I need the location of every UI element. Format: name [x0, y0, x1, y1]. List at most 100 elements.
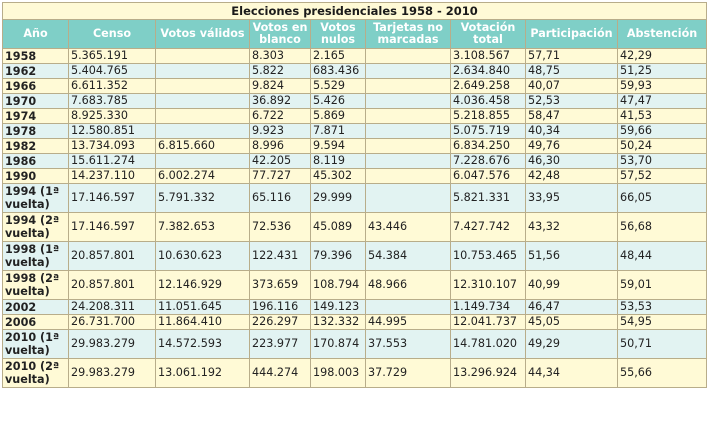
year-cell: 1994 (1ª vuelta) [2, 183, 69, 213]
year-cell: 1998 (2ª vuelta) [2, 270, 69, 300]
table-cell: 170.874 [310, 329, 366, 359]
column-header: Votos en blanco [249, 19, 311, 49]
column-header: Censo [68, 19, 156, 49]
year-cell: 2006 [2, 314, 69, 330]
table-cell: 44.995 [365, 314, 451, 330]
table-cell: 47,47 [616, 93, 708, 109]
table-cell: 59,93 [616, 78, 708, 94]
table-cell: 29.983.279 [68, 358, 156, 388]
table-cell [365, 153, 451, 169]
table-cell: 40,07 [525, 78, 618, 94]
table-cell: 17.146.597 [68, 183, 156, 213]
column-header: Votación total [450, 19, 526, 49]
table-cell: 43.446 [365, 212, 451, 242]
table-cell: 6.834.250 [450, 138, 526, 154]
table-row: 1990 14.237.110 6.002.274 77.727 45.302 6.047… [2, 168, 708, 184]
table-cell: 8.303 [249, 48, 311, 64]
table-cell: 132.332 [310, 314, 366, 330]
table-cell: 66,05 [616, 183, 708, 213]
table-cell: 49,29 [525, 329, 618, 359]
year-cell: 1978 [2, 123, 69, 139]
table-cell: 72.536 [249, 212, 311, 242]
table-body: 1958 5.365.191 8.303 2.165 3.108.567 57,71 42,… [2, 48, 708, 388]
table-cell: 7.871 [310, 123, 366, 139]
table-cell: 43,32 [525, 212, 618, 242]
table-cell [365, 123, 451, 139]
table-cell: 53,70 [616, 153, 708, 169]
table-cell: 149.123 [310, 299, 366, 315]
table-cell: 2.649.258 [450, 78, 526, 94]
year-cell: 1990 [2, 168, 69, 184]
table-cell [155, 63, 250, 79]
table-cell: 46,47 [525, 299, 618, 315]
table-cell [365, 299, 451, 315]
table-cell: 37.729 [365, 358, 451, 388]
table-title: Elecciones presidenciales 1958 - 2010 [1, 2, 708, 20]
table-row: 1982 13.734.093 6.815.660 8.996 9.594 6.834.2… [2, 138, 708, 154]
table-cell: 20.857.801 [68, 241, 156, 271]
table-cell: 45,05 [525, 314, 618, 330]
table-cell: 52,53 [525, 93, 618, 109]
table-cell: 683.436 [310, 63, 366, 79]
table-cell: 13.296.924 [450, 358, 526, 388]
column-header: Participación [525, 19, 618, 49]
table-cell [155, 153, 250, 169]
table-cell: 5.529 [310, 78, 366, 94]
table-cell: 48.966 [365, 270, 451, 300]
column-header: Abstención [616, 19, 708, 49]
table-cell [365, 78, 451, 94]
table-cell: 2.165 [310, 48, 366, 64]
table-cell: 42,29 [616, 48, 708, 64]
table-cell: 3.108.567 [450, 48, 526, 64]
table-cell: 5.821.331 [450, 183, 526, 213]
table-cell: 36.892 [249, 93, 311, 109]
table-cell: 50,24 [616, 138, 708, 154]
table-cell: 122.431 [249, 241, 311, 271]
year-cell: 1974 [2, 108, 69, 124]
year-cell: 1986 [2, 153, 69, 169]
table-wrapper: Elecciones presidenciales 1958 - 2010 Añ… [1, 2, 708, 388]
table-cell: 6.047.576 [450, 168, 526, 184]
table-cell: 56,68 [616, 212, 708, 242]
table-cell: 33,95 [525, 183, 618, 213]
table-cell: 13.061.192 [155, 358, 250, 388]
table-cell: 9.824 [249, 78, 311, 94]
table-cell: 5.426 [310, 93, 366, 109]
table-cell: 9.923 [249, 123, 311, 139]
elections-table: Elecciones presidenciales 1958 - 2010 Añ… [1, 2, 708, 388]
table-cell: 17.146.597 [68, 212, 156, 242]
table-cell: 45.089 [310, 212, 366, 242]
table-cell: 9.594 [310, 138, 366, 154]
year-cell: 1958 [2, 48, 69, 64]
table-cell [365, 183, 451, 213]
table-cell [365, 138, 451, 154]
table-cell: 6.815.660 [155, 138, 250, 154]
table-row: 1974 8.925.330 6.722 5.869 5.218.855 58,47 41,… [2, 108, 708, 124]
table-cell: 373.659 [249, 270, 311, 300]
table-row: 1962 5.404.765 5.822 683.436 2.634.840 48,75 5… [2, 63, 708, 79]
table-cell: 6.002.274 [155, 168, 250, 184]
column-header: Año [2, 19, 69, 49]
table-cell: 57,71 [525, 48, 618, 64]
table-cell [365, 48, 451, 64]
header-row: Año Censo Votos válidos Votos en blanco Voto… [2, 19, 708, 49]
table-cell [155, 78, 250, 94]
table-cell: 7.228.676 [450, 153, 526, 169]
table-cell: 65.116 [249, 183, 311, 213]
table-cell: 40,34 [525, 123, 618, 139]
year-cell: 1970 [2, 93, 69, 109]
year-cell: 1998 (1ª vuelta) [2, 241, 69, 271]
table-cell: 5.869 [310, 108, 366, 124]
table-cell: 12.041.737 [450, 314, 526, 330]
table-cell: 5.075.719 [450, 123, 526, 139]
table-cell: 42,48 [525, 168, 618, 184]
table-row: 2010 (1ª vuelta) 29.983.279 14.572.593 223.… [2, 329, 708, 359]
table-cell: 44,34 [525, 358, 618, 388]
table-cell: 444.274 [249, 358, 311, 388]
year-cell: 1966 [2, 78, 69, 94]
table-cell: 55,66 [616, 358, 708, 388]
table-cell: 198.003 [310, 358, 366, 388]
table-row: 1994 (1ª vuelta) 17.146.597 5.791.332 65.11… [2, 183, 708, 213]
table-cell [365, 108, 451, 124]
table-cell: 29.983.279 [68, 329, 156, 359]
